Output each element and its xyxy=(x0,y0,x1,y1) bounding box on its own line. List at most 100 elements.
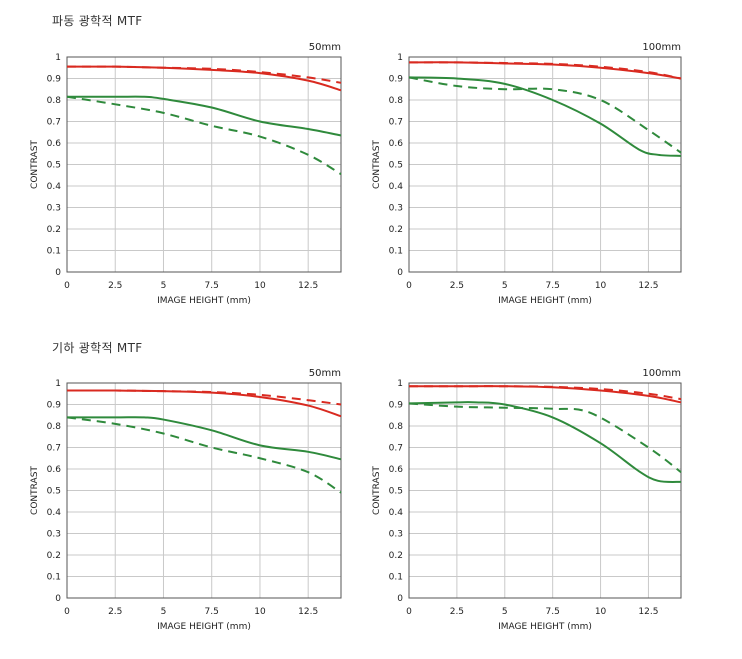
y-tick-label: 0.9 xyxy=(389,401,404,411)
x-tick-label: 7.5 xyxy=(205,281,219,291)
y-tick-label: 0.8 xyxy=(47,422,62,432)
x-tick-label: 2.5 xyxy=(450,607,464,617)
mtf-curve-red-dashed xyxy=(408,61,682,80)
mtf-curve-red-dashed xyxy=(66,65,342,84)
mtf-curve-red-solid xyxy=(409,385,682,404)
y-tick-label: 0.6 xyxy=(389,465,404,475)
section-title-wave: 파동 광학적 MTF xyxy=(52,14,143,28)
y-tick-label: 0 xyxy=(397,268,403,278)
plot-frame xyxy=(66,56,342,273)
y-tick-label: 0.3 xyxy=(389,530,403,540)
y-tick-label: 0.7 xyxy=(389,444,403,454)
y-tick-label: 0.8 xyxy=(389,96,404,106)
x-axis-label: IMAGE HEIGHT (mm) xyxy=(498,622,592,632)
y-tick-label: 0.4 xyxy=(389,508,404,518)
x-tick-label: 5 xyxy=(502,281,508,291)
x-tick-label: 5 xyxy=(161,607,167,617)
plot-frame xyxy=(408,382,682,599)
y-tick-label: 0.1 xyxy=(389,247,403,257)
x-tick-label: 10 xyxy=(254,607,266,617)
y-tick-label: 1 xyxy=(55,53,61,63)
mtf-curve-red-dashed xyxy=(409,385,682,401)
mtf-curve-green-dashed xyxy=(408,402,682,474)
focal-length-label: 100mm xyxy=(642,368,681,379)
y-tick-label: 0.5 xyxy=(389,487,403,497)
x-tick-label: 5 xyxy=(502,607,508,617)
y-tick-label: 1 xyxy=(397,379,403,389)
y-tick-label: 1 xyxy=(55,379,61,389)
y-tick-label: 0.9 xyxy=(47,401,62,411)
y-tick-label: 0.7 xyxy=(47,118,61,128)
y-tick-label: 0.4 xyxy=(47,182,62,192)
y-tick-label: 0.2 xyxy=(47,551,61,561)
x-tick-label: 7.5 xyxy=(545,281,559,291)
y-tick-label: 0 xyxy=(55,594,61,604)
mtf-curve-green-solid xyxy=(67,95,342,137)
y-tick-label: 0 xyxy=(397,594,403,604)
y-tick-label: 0.7 xyxy=(389,118,403,128)
y-tick-label: 0.5 xyxy=(47,161,61,171)
y-tick-label: 0.6 xyxy=(389,139,404,149)
y-tick-label: 0.1 xyxy=(47,573,61,583)
y-tick-label: 0.3 xyxy=(389,204,403,214)
x-tick-label: 5 xyxy=(161,281,167,291)
y-tick-label: 0.4 xyxy=(389,182,404,192)
y-axis-label: CONTRAST xyxy=(372,466,382,515)
x-tick-label: 0 xyxy=(64,607,70,617)
mtf-curve-red-dashed xyxy=(66,389,342,406)
y-axis-label: CONTRAST xyxy=(372,140,382,189)
y-tick-label: 0.1 xyxy=(47,247,61,257)
x-axis-label: IMAGE HEIGHT (mm) xyxy=(157,296,251,306)
mtf-curve-green-solid xyxy=(66,416,342,461)
y-tick-label: 0.9 xyxy=(389,75,404,85)
y-tick-label: 0.3 xyxy=(47,204,61,214)
x-tick-label: 10 xyxy=(595,281,607,291)
x-tick-label: 12.5 xyxy=(298,607,318,617)
plot-frame xyxy=(66,382,342,599)
x-tick-label: 2.5 xyxy=(108,607,122,617)
mtf-curve-green-dashed xyxy=(66,416,342,494)
y-tick-label: 0.5 xyxy=(47,487,61,497)
focal-length-label: 50mm xyxy=(309,42,341,53)
focal-length-label: 50mm xyxy=(309,368,341,379)
y-tick-label: 0.8 xyxy=(389,422,404,432)
y-tick-label: 0.3 xyxy=(47,530,61,540)
x-tick-label: 10 xyxy=(254,281,266,291)
y-tick-label: 0.1 xyxy=(389,573,403,583)
x-tick-label: 0 xyxy=(64,281,70,291)
x-tick-label: 0 xyxy=(406,607,412,617)
y-tick-label: 0.9 xyxy=(47,75,62,85)
mtf-curve-green-dashed xyxy=(66,95,342,176)
y-tick-label: 0.4 xyxy=(47,508,62,518)
y-tick-label: 0.6 xyxy=(47,465,62,475)
section-title-geometric: 기하 광학적 MTF xyxy=(52,341,143,355)
y-axis-label: CONTRAST xyxy=(30,140,40,189)
y-tick-label: 0.5 xyxy=(389,161,403,171)
mtf-curve-green-solid xyxy=(408,401,682,483)
y-axis-label: CONTRAST xyxy=(30,466,40,515)
focal-length-label: 100mm xyxy=(642,42,681,53)
y-tick-label: 1 xyxy=(397,53,403,63)
y-tick-label: 0.2 xyxy=(389,551,403,561)
x-tick-label: 7.5 xyxy=(205,607,219,617)
y-tick-label: 0.2 xyxy=(47,225,61,235)
x-tick-label: 0 xyxy=(406,281,412,291)
y-tick-label: 0.2 xyxy=(389,225,403,235)
y-tick-label: 0.8 xyxy=(47,96,62,106)
x-axis-label: IMAGE HEIGHT (mm) xyxy=(498,296,592,306)
x-tick-label: 2.5 xyxy=(108,281,122,291)
y-tick-label: 0.7 xyxy=(47,444,61,454)
y-tick-label: 0.6 xyxy=(47,139,62,149)
mtf-curve-green-dashed xyxy=(408,76,682,154)
x-tick-label: 7.5 xyxy=(545,607,559,617)
x-tick-label: 10 xyxy=(595,607,607,617)
x-axis-label: IMAGE HEIGHT (mm) xyxy=(157,622,251,632)
plot-frame xyxy=(408,56,682,273)
x-tick-label: 12.5 xyxy=(638,607,658,617)
x-tick-label: 12.5 xyxy=(298,281,318,291)
x-tick-label: 12.5 xyxy=(638,281,658,291)
